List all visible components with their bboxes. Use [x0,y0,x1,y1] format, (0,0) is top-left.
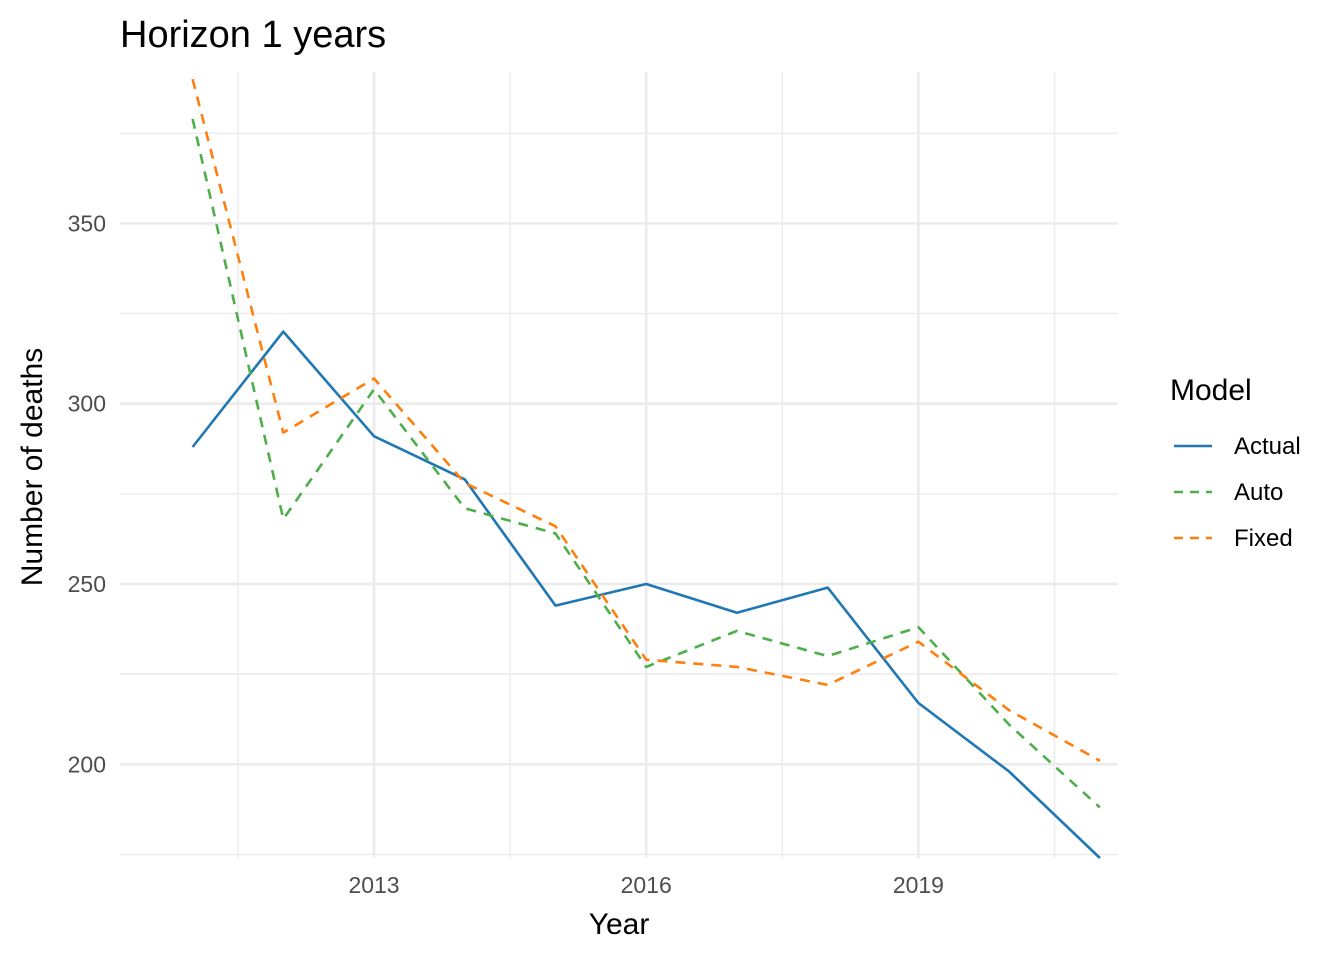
series-lines [191,78,1101,859]
legend-label-fixed: Fixed [1234,525,1293,552]
y-axis-title: Number of deaths [16,348,49,586]
y-tick-label: 200 [68,751,106,777]
tick-labels: 200 250 300 350 2013 2016 2019 [68,210,944,898]
series-line-fixed [191,78,1101,762]
series-line-auto [191,118,1101,809]
x-axis-title: Year [589,908,650,941]
legend: Model Actual Auto Fixed [1170,374,1301,552]
y-tick-label: 300 [68,391,106,417]
grid [120,72,1118,858]
x-tick-label: 2019 [893,872,944,898]
x-tick-label: 2016 [621,872,672,898]
y-tick-label: 250 [68,571,106,597]
legend-label-auto: Auto [1234,479,1283,506]
chart-title: Horizon 1 years [120,14,386,56]
legend-title: Model [1170,374,1252,407]
series-line-actual [191,330,1101,859]
legend-label-actual: Actual [1234,433,1301,460]
y-tick-label: 350 [68,210,106,236]
x-tick-label: 2013 [348,872,399,898]
